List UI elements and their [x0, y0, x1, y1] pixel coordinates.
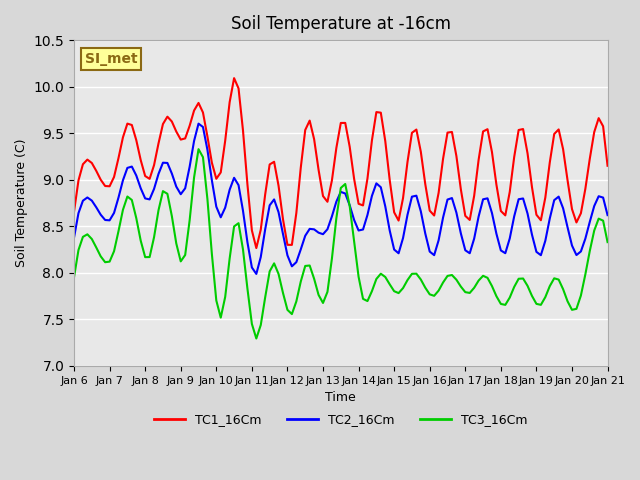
TC2_16Cm: [604, 212, 611, 218]
Line: TC3_16Cm: TC3_16Cm: [74, 149, 607, 338]
TC1_16Cm: [70, 209, 78, 215]
TC3_16Cm: [306, 263, 314, 268]
X-axis label: Time: Time: [325, 391, 356, 404]
TC3_16Cm: [604, 239, 611, 245]
Line: TC2_16Cm: TC2_16Cm: [74, 124, 607, 274]
TC1_16Cm: [230, 75, 238, 81]
TC2_16Cm: [252, 271, 260, 277]
TC1_16Cm: [439, 156, 447, 162]
Legend: TC1_16Cm, TC2_16Cm, TC3_16Cm: TC1_16Cm, TC2_16Cm, TC3_16Cm: [149, 408, 532, 432]
TC1_16Cm: [577, 210, 585, 216]
TC3_16Cm: [195, 146, 202, 152]
TC2_16Cm: [413, 193, 420, 199]
TC3_16Cm: [413, 271, 420, 276]
TC2_16Cm: [70, 235, 78, 240]
Line: TC1_16Cm: TC1_16Cm: [74, 78, 607, 248]
TC1_16Cm: [306, 118, 314, 123]
TC3_16Cm: [199, 154, 207, 160]
Title: Soil Temperature at -16cm: Soil Temperature at -16cm: [231, 15, 451, 33]
Y-axis label: Soil Temperature (C): Soil Temperature (C): [15, 139, 28, 267]
Text: SI_met: SI_met: [84, 52, 138, 66]
TC3_16Cm: [439, 280, 447, 286]
TC1_16Cm: [195, 100, 202, 106]
TC1_16Cm: [604, 163, 611, 168]
TC3_16Cm: [252, 336, 260, 341]
TC1_16Cm: [413, 127, 420, 132]
TC2_16Cm: [306, 226, 314, 232]
TC1_16Cm: [124, 121, 131, 127]
TC3_16Cm: [124, 193, 131, 199]
TC3_16Cm: [577, 293, 585, 299]
TC2_16Cm: [439, 215, 447, 220]
TC2_16Cm: [199, 124, 207, 130]
TC2_16Cm: [577, 249, 585, 254]
TC3_16Cm: [70, 275, 78, 280]
TC1_16Cm: [252, 245, 260, 251]
TC2_16Cm: [195, 121, 202, 127]
TC2_16Cm: [124, 165, 131, 171]
